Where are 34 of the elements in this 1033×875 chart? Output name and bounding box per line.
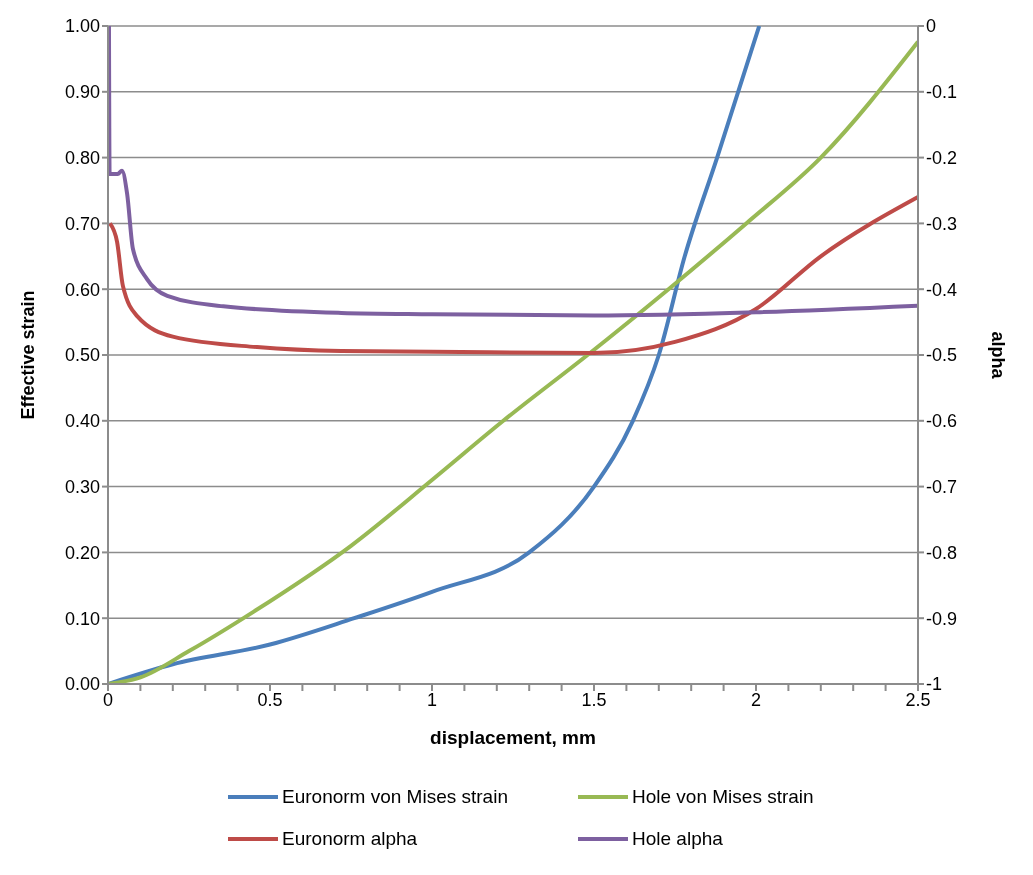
y-tick-label: 0.70 bbox=[64, 213, 100, 234]
x-tick-label: 2.5 bbox=[905, 689, 931, 710]
y-tick-label: 0.20 bbox=[64, 542, 100, 563]
y-tick-label: 0.40 bbox=[64, 411, 100, 432]
y-tick-label: 0.90 bbox=[64, 82, 100, 103]
x-tick-label: 2 bbox=[750, 689, 762, 710]
y2-axis-title: alpha bbox=[987, 331, 1008, 380]
y2-tick-label: -0.8 bbox=[926, 542, 958, 563]
y2-tick-label: -0.9 bbox=[926, 608, 958, 629]
y-tick-label: 0.50 bbox=[64, 345, 100, 366]
legend-label: Euronorm von Mises strain bbox=[282, 786, 508, 808]
y-tick-label: 0.30 bbox=[64, 476, 100, 497]
y2-tick-label: -0.5 bbox=[926, 345, 958, 366]
y-tick-label: 0.60 bbox=[64, 279, 100, 300]
x-axis-title: displacement, mm bbox=[430, 727, 596, 748]
y2-tick-label: -0.7 bbox=[926, 476, 958, 497]
legend-label: Euronorm alpha bbox=[282, 828, 418, 850]
y2-tick-label: -0.4 bbox=[926, 279, 958, 300]
y-tick-label: 0.00 bbox=[64, 674, 100, 695]
y2-tick-label: 0 bbox=[926, 16, 937, 37]
y2-tick-label: -0.3 bbox=[926, 213, 958, 234]
x-tick-label: 1.5 bbox=[581, 689, 607, 710]
y-axis-title: Effective strain bbox=[18, 290, 39, 420]
legend-label: Hole alpha bbox=[632, 828, 723, 850]
x-tick-label: 0.5 bbox=[257, 689, 283, 710]
y-tick-label: 0.10 bbox=[64, 608, 100, 629]
y2-tick-label: -0.2 bbox=[926, 147, 958, 168]
x-tick-label: 1 bbox=[426, 689, 438, 710]
x-tick-label: 0 bbox=[102, 689, 114, 710]
legend-label: Hole von Mises strain bbox=[632, 786, 814, 808]
y2-tick-label: -0.1 bbox=[926, 82, 958, 103]
y-tick-label: 1.00 bbox=[64, 16, 100, 37]
y2-tick-label: -0.6 bbox=[926, 411, 958, 432]
y-tick-label: 0.80 bbox=[64, 147, 100, 168]
